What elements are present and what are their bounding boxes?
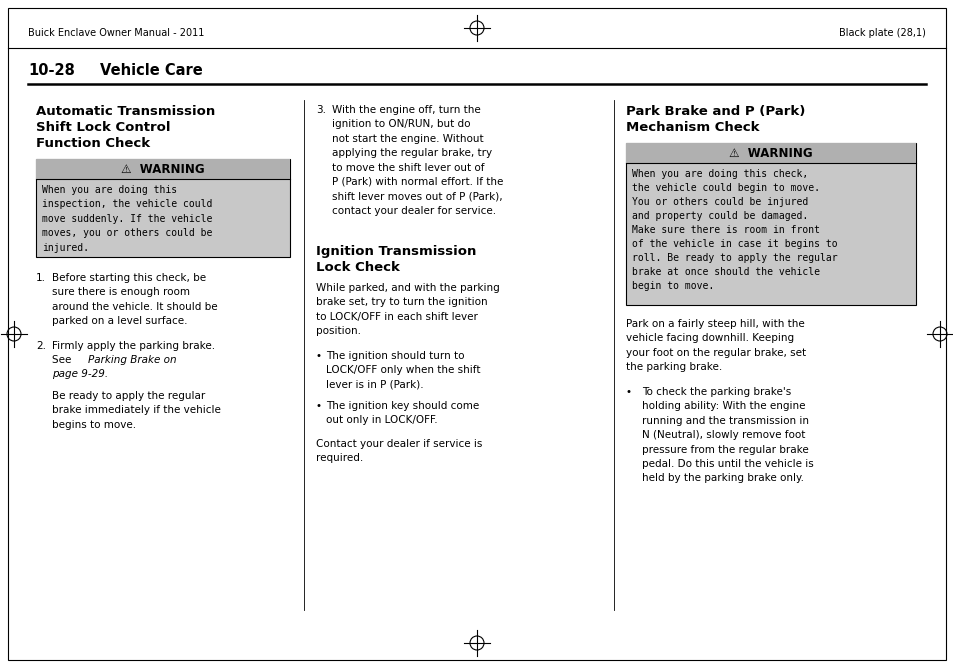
Text: Vehicle Care: Vehicle Care [100,63,203,78]
Bar [36,159,290,257]
Text: •: • [315,401,322,411]
Text: The ignition should turn to
LOCK/OFF only when the shift
lever is in P (Park).: The ignition should turn to LOCK/OFF onl… [326,351,480,390]
Text: When you are doing this
inspection, the vehicle could
move suddenly. If the vehi: When you are doing this inspection, the … [42,185,213,253]
Text: •: • [625,387,631,397]
Text: Lock Check: Lock Check [315,261,399,274]
Text: Shift Lock Control: Shift Lock Control [36,121,171,134]
Text: Buick Enclave Owner Manual - 2011: Buick Enclave Owner Manual - 2011 [28,28,204,38]
Text: Be ready to apply the regular
brake immediately if the vehicle
begins to move.: Be ready to apply the regular brake imme… [52,391,221,430]
Text: Firmly apply the parking brake.
See: Firmly apply the parking brake. See [52,341,214,365]
Text: Ignition Transmission: Ignition Transmission [315,245,476,258]
Text: Before starting this check, be
sure there is enough room
around the vehicle. It : Before starting this check, be sure ther… [52,273,217,326]
Text: 3.: 3. [315,105,326,115]
Text: page 9-29.: page 9-29. [52,369,108,379]
Text: Black plate (28,1): Black plate (28,1) [839,28,925,38]
Text: •: • [315,351,322,361]
Text: When you are doing this check,
the vehicle could begin to move.
You or others co: When you are doing this check, the vehic… [631,169,837,291]
Text: Park on a fairly steep hill, with the
vehicle facing downhill. Keeping
your foot: Park on a fairly steep hill, with the ve… [625,319,805,372]
Text: To check the parking brake's
holding ability: With the engine
running and the tr: To check the parking brake's holding abi… [641,387,813,484]
Text: 2.: 2. [36,341,46,351]
Text: Function Check: Function Check [36,137,150,150]
Text: 10-28: 10-28 [28,63,74,78]
Text: Automatic Transmission: Automatic Transmission [36,105,215,118]
Text: 1.: 1. [36,273,46,283]
Text: Mechanism Check: Mechanism Check [625,121,759,134]
Text: Contact your dealer if service is
required.: Contact your dealer if service is requir… [315,439,482,464]
Text: Park Brake and P (Park): Park Brake and P (Park) [625,105,804,118]
Bar [36,159,290,179]
Bar [625,143,915,163]
Text: With the engine off, turn the
ignition to ON/RUN, but do
not start the engine. W: With the engine off, turn the ignition t… [332,105,503,216]
Bar [625,143,915,305]
Text: ⚠  WARNING: ⚠ WARNING [121,162,205,176]
Text: The ignition key should come
out only in LOCK/OFF.: The ignition key should come out only in… [326,401,478,426]
Text: While parked, and with the parking
brake set, try to turn the ignition
to LOCK/O: While parked, and with the parking brake… [315,283,499,336]
Text: ⚠  WARNING: ⚠ WARNING [728,146,812,160]
Text: Parking Brake on: Parking Brake on [88,355,176,365]
